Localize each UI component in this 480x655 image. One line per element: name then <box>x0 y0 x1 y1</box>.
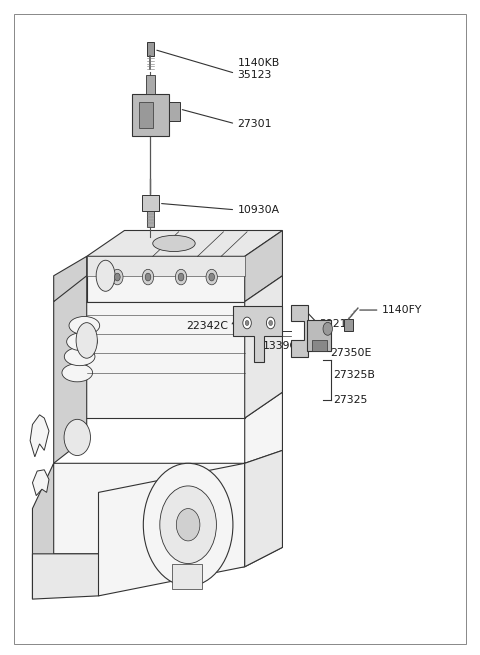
Polygon shape <box>245 231 282 302</box>
Bar <box>146 211 154 227</box>
Text: 10930A: 10930A <box>238 205 280 215</box>
Bar <box>344 319 353 331</box>
Circle shape <box>269 320 273 326</box>
Polygon shape <box>98 463 245 596</box>
Polygon shape <box>87 231 282 256</box>
Bar <box>132 94 169 136</box>
Text: 1339GA: 1339GA <box>263 341 306 350</box>
Polygon shape <box>245 276 282 418</box>
Circle shape <box>145 273 151 281</box>
Circle shape <box>160 486 216 563</box>
Text: 27350E: 27350E <box>331 348 372 358</box>
Polygon shape <box>33 463 54 599</box>
Polygon shape <box>33 392 282 554</box>
Bar <box>169 102 180 121</box>
Bar <box>139 102 153 128</box>
Circle shape <box>144 463 233 586</box>
Bar <box>145 75 155 94</box>
Text: 27301: 27301 <box>238 119 272 129</box>
Polygon shape <box>87 256 245 276</box>
Ellipse shape <box>64 348 95 365</box>
Ellipse shape <box>76 323 97 358</box>
Circle shape <box>176 508 200 541</box>
Circle shape <box>209 273 215 281</box>
Ellipse shape <box>62 364 93 382</box>
Bar <box>172 563 202 590</box>
Text: 27325B: 27325B <box>334 369 375 380</box>
Polygon shape <box>245 451 282 567</box>
Polygon shape <box>54 302 245 418</box>
Text: 1140KB
35123: 1140KB 35123 <box>238 58 280 80</box>
Bar <box>308 320 331 352</box>
Ellipse shape <box>69 316 100 335</box>
Polygon shape <box>30 415 49 457</box>
Polygon shape <box>54 256 87 302</box>
Polygon shape <box>54 256 87 463</box>
Circle shape <box>64 419 91 455</box>
Circle shape <box>245 320 249 326</box>
Bar <box>142 195 159 211</box>
Polygon shape <box>233 306 282 362</box>
Polygon shape <box>291 305 308 356</box>
Bar <box>146 42 154 56</box>
Circle shape <box>112 269 123 285</box>
Text: 39211: 39211 <box>319 318 354 329</box>
Text: 1140FY: 1140FY <box>382 305 422 315</box>
Circle shape <box>323 322 333 335</box>
Circle shape <box>266 317 275 329</box>
Circle shape <box>115 273 120 281</box>
Ellipse shape <box>153 235 195 252</box>
Ellipse shape <box>96 260 115 291</box>
Circle shape <box>178 273 184 281</box>
Polygon shape <box>33 521 282 599</box>
Ellipse shape <box>67 333 97 351</box>
Bar <box>312 340 327 352</box>
Circle shape <box>143 269 154 285</box>
Text: 27325: 27325 <box>334 395 368 405</box>
Polygon shape <box>87 256 245 302</box>
Circle shape <box>206 269 217 285</box>
Text: 22342C: 22342C <box>186 321 228 331</box>
Circle shape <box>243 317 252 329</box>
Polygon shape <box>33 470 49 496</box>
Circle shape <box>175 269 187 285</box>
